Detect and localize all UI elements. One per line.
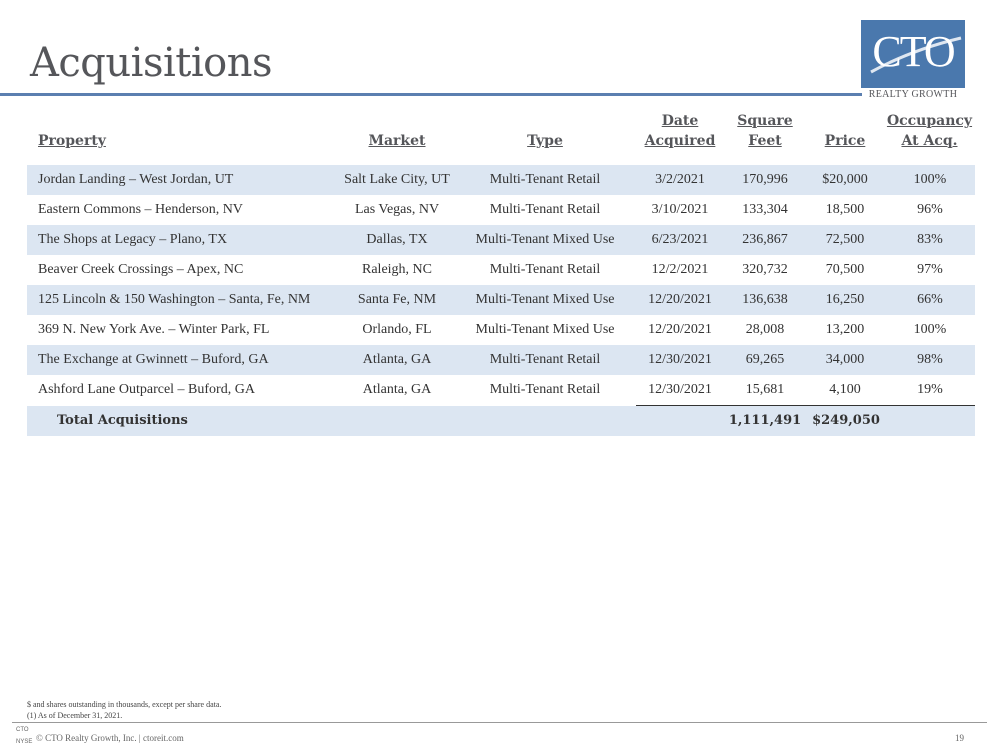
cell-date: 12/2/2021 [651,262,709,277]
acquisitions-table: Property Market Type Date Acquired Squar… [27,112,975,436]
cell-property: Eastern Commons – Henderson, NV [38,202,243,217]
cell-property: The Shops at Legacy – Plano, TX [38,232,228,247]
footer-logo-top: CTO [16,727,29,733]
cell-occupancy: 83% [917,232,943,247]
header-date-line2: Acquired [644,133,716,149]
cell-type: Multi-Tenant Retail [489,382,601,397]
cell-price: 70,500 [825,262,865,277]
cell-property: The Exchange at Gwinnett – Buford, GA [38,352,269,367]
page-number: 19 [955,733,964,743]
footer-logo-bottom: NYSE [16,739,33,745]
title-divider [0,93,862,96]
cell-market: Raleigh, NC [362,262,432,277]
header-sqft-line2: Feet [748,133,782,149]
cell-price: 72,500 [825,232,865,247]
cell-market: Las Vegas, NV [354,202,440,217]
cell-date: 3/10/2021 [651,202,709,217]
cell-date: 3/2/2021 [655,172,705,187]
footer-divider [12,722,987,723]
cell-market: Salt Lake City, UT [344,172,450,187]
logo-swoosh-icon [870,36,962,74]
header-occ-line1: Occupancy [886,113,973,129]
header-date-acquired: Date Acquired [630,111,730,151]
cell-market: Orlando, FL [362,322,432,337]
cell-occupancy: 96% [917,202,943,217]
logo-subtitle: REALTY GROWTH [868,89,958,100]
logo-text: CTO [872,27,955,76]
cell-type: Multi-Tenant Retail [489,352,601,367]
cell-property: 125 Lincoln & 150 Washington – Santa, Fe… [38,292,311,307]
footnote-date: (1) As of December 31, 2021. [27,711,123,720]
cell-type: Multi-Tenant Retail [489,172,601,187]
cell-market: Atlanta, GA [362,352,432,367]
cell-price: 4,100 [829,382,861,397]
cell-type: Multi-Tenant Mixed Use [475,292,615,307]
footer-copyright: © CTO Realty Growth, Inc. | ctoreit.com [36,733,184,743]
cell-date: 12/20/2021 [648,292,712,307]
total-sqft: 1,111,491 [728,413,802,428]
cell-sqft: 15,681 [745,382,785,397]
page-title: Acquisitions [30,40,273,86]
cell-sqft: 28,008 [745,322,785,337]
table-row: Eastern Commons – Henderson, NV Las Vega… [27,195,975,225]
cell-property: 369 N. New York Ave. – Winter Park, FL [38,322,270,337]
table-row: The Shops at Legacy – Plano, TX Dallas, … [27,225,975,255]
cell-price: 16,250 [825,292,865,307]
cell-sqft: 133,304 [742,202,788,217]
cell-occupancy: 100% [913,172,947,187]
cell-sqft: 236,867 [742,232,788,247]
cell-price: $20,000 [822,172,868,187]
cto-logo: CTO [861,20,965,88]
footer-logo: CTO NYSE [16,727,32,746]
cell-sqft: 136,638 [742,292,788,307]
cell-price: 13,200 [825,322,865,337]
table-row: The Exchange at Gwinnett – Buford, GA At… [27,345,975,375]
cell-market: Dallas, TX [366,232,428,247]
total-label: Total Acquisitions [57,413,188,428]
total-divider-wrap [27,405,975,406]
cell-occupancy: 66% [917,292,943,307]
table-row: Beaver Creek Crossings – Apex, NC Raleig… [27,255,975,285]
cell-type: Multi-Tenant Mixed Use [475,232,615,247]
table-header: Property Market Type Date Acquired Squar… [27,112,975,165]
header-price: Price [824,133,866,149]
cell-type: Multi-Tenant Retail [489,202,601,217]
cell-market: Santa Fe, NM [357,292,437,307]
header-type: Type [527,133,563,149]
cell-occupancy: 19% [917,382,943,397]
cell-type: Multi-Tenant Retail [489,262,601,277]
cell-market: Atlanta, GA [362,382,432,397]
cell-type: Multi-Tenant Mixed Use [475,322,615,337]
header-date-line1: Date [661,113,699,129]
cell-date: 12/30/2021 [648,352,712,367]
footnote-units: $ and shares outstanding in thousands, e… [27,700,222,709]
cell-sqft: 69,265 [745,352,785,367]
header-sqft-line1: Square [737,113,793,129]
total-divider [636,405,975,406]
cell-occupancy: 97% [917,262,943,277]
cell-price: 18,500 [825,202,865,217]
table-row: 369 N. New York Ave. – Winter Park, FL O… [27,315,975,345]
header-occ-line2: At Acq. [901,133,958,149]
cell-date: 6/23/2021 [651,232,709,247]
cell-property: Ashford Lane Outparcel – Buford, GA [38,382,255,397]
cell-sqft: 320,732 [742,262,788,277]
table-row: Jordan Landing – West Jordan, UT Salt La… [27,165,975,195]
header-square-feet: Square Feet [730,111,800,151]
cell-occupancy: 100% [913,322,947,337]
total-row: Total Acquisitions 1,111,491 $249,050 [27,406,975,436]
cell-property: Beaver Creek Crossings – Apex, NC [38,262,244,277]
header-occupancy: Occupancy At Acq. [882,111,977,151]
cell-date: 12/20/2021 [648,322,712,337]
header-property: Property [38,133,106,149]
total-price: $249,050 [812,413,880,428]
cell-date: 12/30/2021 [648,382,712,397]
table-row: 125 Lincoln & 150 Washington – Santa, Fe… [27,285,975,315]
cell-property: Jordan Landing – West Jordan, UT [38,172,234,187]
table-row: Ashford Lane Outparcel – Buford, GA Atla… [27,375,975,405]
cell-price: 34,000 [825,352,865,367]
cell-occupancy: 98% [917,352,943,367]
cell-sqft: 170,996 [742,172,788,187]
header-market: Market [368,133,426,149]
